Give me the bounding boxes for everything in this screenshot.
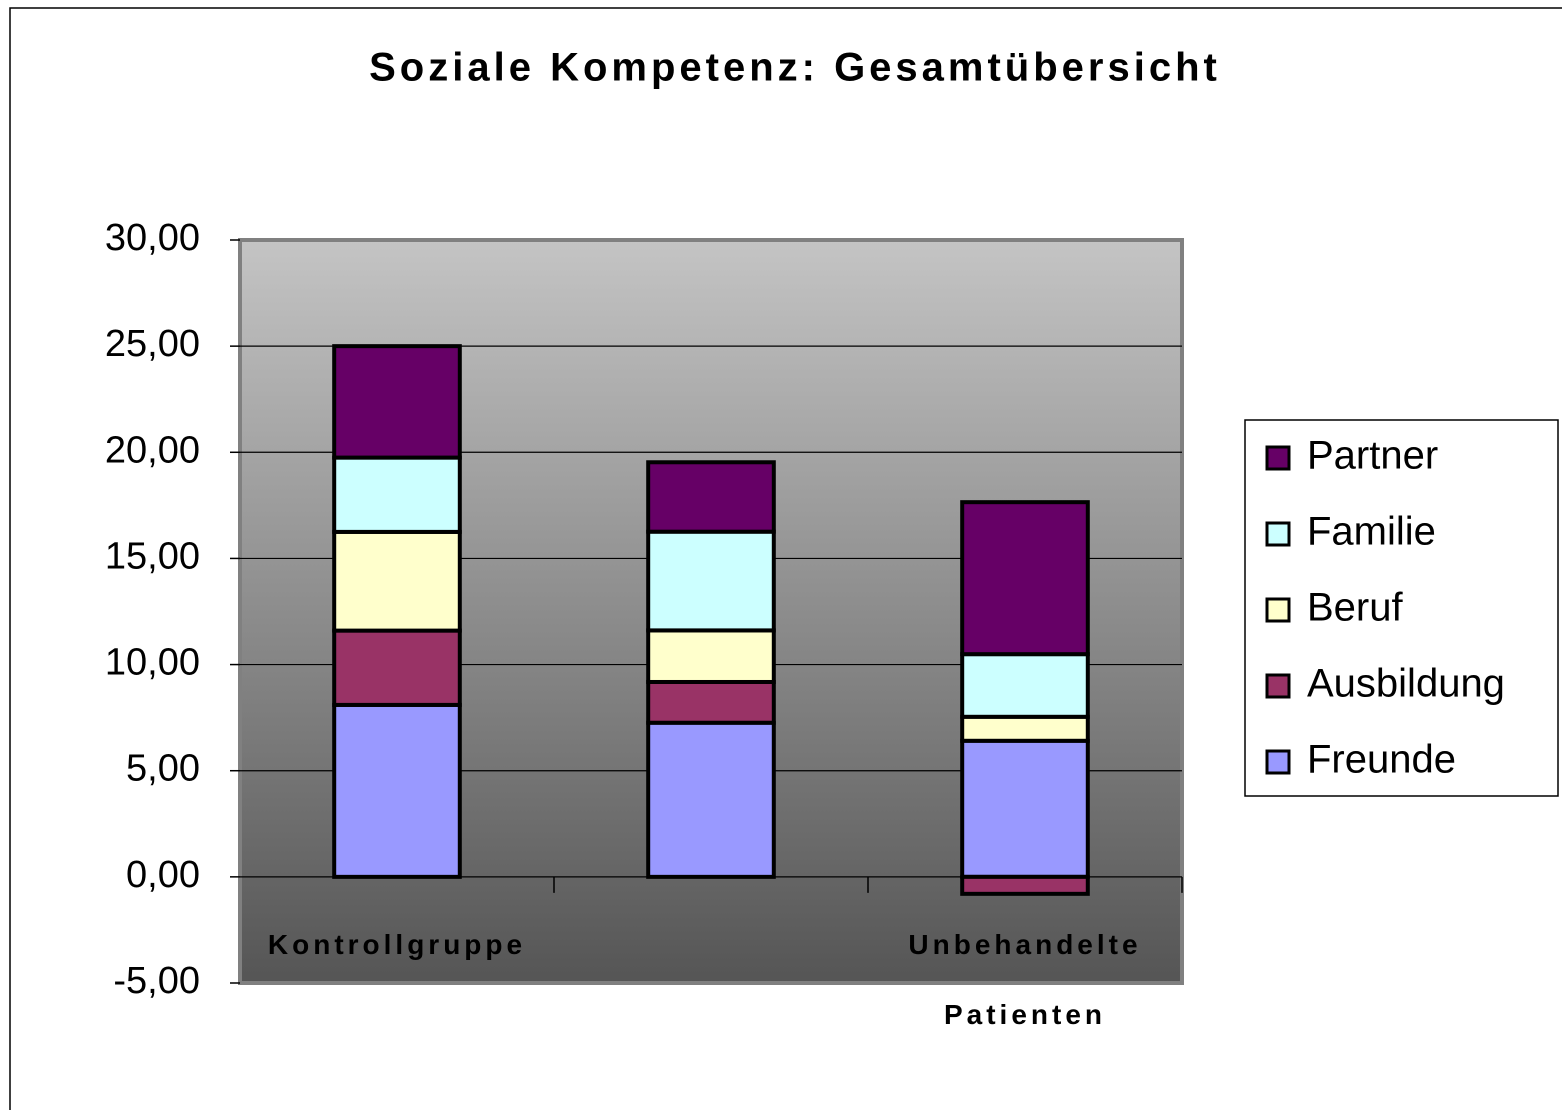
- legend-label: Beruf: [1307, 586, 1403, 630]
- bar-segment: [332, 702, 462, 879]
- bar-segment: [646, 628, 776, 684]
- y-tick-label: -5,00: [113, 960, 200, 1002]
- y-tick-label: 25,00: [105, 323, 200, 365]
- legend-label: Partner: [1307, 434, 1438, 478]
- bar-segment: [960, 714, 1090, 743]
- frame: [9, 7, 1562, 1110]
- y-tick-label: 0,00: [126, 854, 200, 896]
- legend-swatch: [1265, 521, 1291, 547]
- legend-label: Ausbildung: [1307, 662, 1505, 706]
- legend-label: Familie: [1307, 510, 1436, 554]
- chart-title: Soziale Kompetenz: Gesamtübersicht: [369, 46, 1221, 90]
- y-tick-label: 5,00: [126, 748, 200, 790]
- legend-box: [1244, 419, 1559, 797]
- legend-swatch: [1265, 445, 1291, 471]
- bar-segment: [332, 529, 462, 633]
- bar-segment: [646, 529, 776, 633]
- legend-swatch: [1265, 597, 1291, 623]
- legend-label: Freunde: [1307, 738, 1456, 782]
- y-tick-label: 10,00: [105, 642, 200, 684]
- y-tick-label: 20,00: [105, 429, 200, 471]
- x-tick-label: Kontrollgruppe: [267, 928, 527, 960]
- bar-segment: [646, 460, 776, 534]
- x-tick-label: Unbehandelte Patienten: [908, 928, 1142, 1030]
- bar-segment: [960, 738, 1090, 879]
- bar-segment: [960, 652, 1090, 719]
- bar-segment: [646, 720, 776, 879]
- y-tick-label: 30,00: [105, 217, 200, 259]
- bar-segment: [332, 344, 462, 460]
- bar-segment: [332, 455, 462, 534]
- legend-swatch: [1265, 673, 1291, 699]
- bar-segment: [332, 628, 462, 707]
- y-tick-label: 15,00: [105, 535, 200, 577]
- bar-segment: [646, 679, 776, 725]
- bar-segment: [960, 874, 1090, 896]
- legend-swatch: [1265, 749, 1291, 775]
- bar-segment: [960, 500, 1090, 657]
